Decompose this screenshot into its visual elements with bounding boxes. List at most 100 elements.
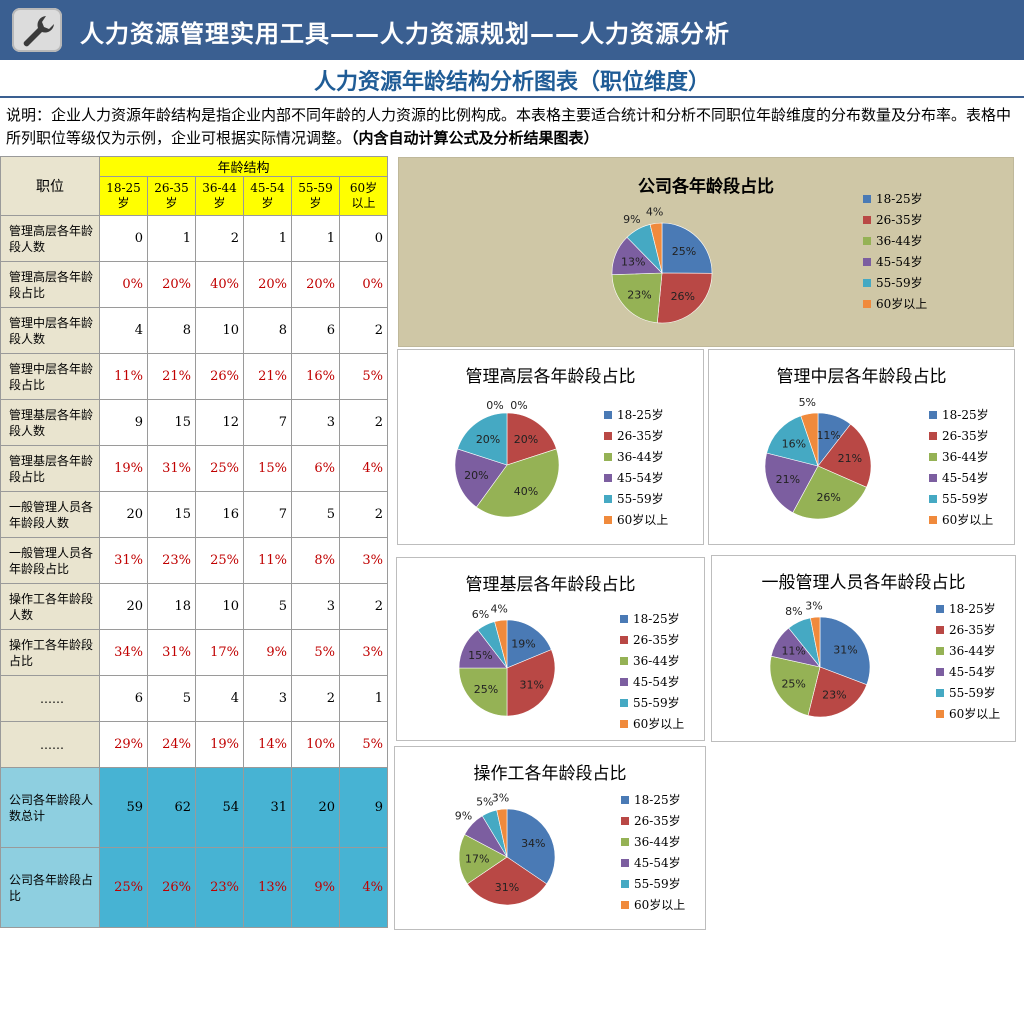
- table-cell[interactable]: 26%: [147, 847, 196, 928]
- legend-label: 26-35岁: [942, 429, 989, 443]
- table-cell[interactable]: 10: [195, 307, 244, 354]
- table-cell[interactable]: 8: [147, 307, 196, 354]
- table-cell[interactable]: 31%: [147, 445, 196, 492]
- table-cell[interactable]: 26%: [195, 353, 244, 400]
- table-cell[interactable]: 23%: [195, 847, 244, 928]
- table-cell[interactable]: 5: [147, 675, 196, 722]
- table-cell[interactable]: 18: [147, 583, 196, 630]
- table-cell[interactable]: 8%: [291, 537, 340, 584]
- table-cell[interactable]: 3%: [339, 537, 388, 584]
- table-row: 管理中层各年龄段人数 4 8 10 8 6 2: [0, 307, 388, 354]
- table-cell[interactable]: 3: [243, 675, 292, 722]
- table-cell[interactable]: 59: [99, 767, 148, 848]
- table-cell[interactable]: 24%: [147, 721, 196, 768]
- table-cell[interactable]: 10: [195, 583, 244, 630]
- table-cell[interactable]: 4%: [339, 445, 388, 492]
- table-cell[interactable]: 14%: [243, 721, 292, 768]
- table-cell[interactable]: 29%: [99, 721, 148, 768]
- legend-label: 36-44岁: [634, 835, 681, 849]
- table-cell[interactable]: 13%: [243, 847, 292, 928]
- table-row: 管理高层各年龄段占比 0% 20% 40% 20% 20% 0%: [0, 261, 388, 308]
- table-cell[interactable]: 31%: [99, 537, 148, 584]
- table-cell[interactable]: 8: [243, 307, 292, 354]
- table-cell[interactable]: 2: [339, 399, 388, 446]
- table-cell[interactable]: 12: [195, 399, 244, 446]
- table-cell[interactable]: 21%: [243, 353, 292, 400]
- table-cell[interactable]: 3: [291, 399, 340, 446]
- table-cell[interactable]: 19%: [99, 445, 148, 492]
- table-cell[interactable]: 10%: [291, 721, 340, 768]
- table-cell[interactable]: 16: [195, 491, 244, 538]
- table-cell[interactable]: 20: [99, 583, 148, 630]
- table-cell[interactable]: 2: [339, 583, 388, 630]
- table-cell[interactable]: 21%: [147, 353, 196, 400]
- table-cell[interactable]: 0%: [99, 261, 148, 308]
- table-cell[interactable]: 7: [243, 491, 292, 538]
- table-cell[interactable]: 9%: [243, 629, 292, 676]
- table-cell[interactable]: 16%: [291, 353, 340, 400]
- row-label: 管理高层各年龄段人数: [0, 215, 100, 262]
- table-cell[interactable]: 9: [99, 399, 148, 446]
- table-cell[interactable]: 0: [339, 215, 388, 262]
- table-cell[interactable]: 0%: [339, 261, 388, 308]
- table-cell[interactable]: 20%: [147, 261, 196, 308]
- table-cell[interactable]: 0: [99, 215, 148, 262]
- legend-swatch: [863, 257, 871, 266]
- table-cell[interactable]: 20%: [291, 261, 340, 308]
- table-cell[interactable]: 2: [291, 675, 340, 722]
- table-cell[interactable]: 5: [243, 583, 292, 630]
- table-cell[interactable]: 6: [99, 675, 148, 722]
- table-cell[interactable]: 5%: [339, 353, 388, 400]
- table-cell[interactable]: 4: [195, 675, 244, 722]
- table-cell[interactable]: 1: [243, 215, 292, 262]
- table-cell[interactable]: 15: [147, 491, 196, 538]
- table-cell[interactable]: 3: [291, 583, 340, 630]
- table-cell[interactable]: 54: [195, 767, 244, 848]
- chart-title: 公司各年龄段占比: [638, 177, 774, 197]
- table-cell[interactable]: 11%: [243, 537, 292, 584]
- table-row: 管理中层各年龄段占比 11% 21% 26% 21% 16% 5%: [0, 353, 388, 400]
- table-cell[interactable]: 2: [339, 491, 388, 538]
- table-cell[interactable]: 25%: [195, 445, 244, 492]
- table-cell[interactable]: 2: [339, 307, 388, 354]
- table-cell[interactable]: 4: [99, 307, 148, 354]
- table-cell[interactable]: 31%: [147, 629, 196, 676]
- age-structure-table: 职位 年龄结构 18-25 岁 26-35 岁 36-44 岁 45-54 岁 55-5…: [0, 156, 388, 928]
- table-cell[interactable]: 9: [339, 767, 388, 848]
- table-cell[interactable]: 5: [291, 491, 340, 538]
- table-cell[interactable]: 62: [147, 767, 196, 848]
- table-cell[interactable]: 9%: [291, 847, 340, 928]
- table-cell[interactable]: 23%: [147, 537, 196, 584]
- chart-legend: 18-25岁 26-35岁 36-44岁 45-54岁 55-59岁 60岁以上: [620, 608, 684, 734]
- table-cell[interactable]: 20: [99, 491, 148, 538]
- table-row: 一般管理人员各年龄段占比 31% 23% 25% 11% 8% 3%: [0, 537, 388, 584]
- table-cell[interactable]: 31: [243, 767, 292, 848]
- table-cell[interactable]: 3%: [339, 629, 388, 676]
- table-cell[interactable]: 20: [291, 767, 340, 848]
- table-cell[interactable]: 15: [147, 399, 196, 446]
- table-cell[interactable]: 7: [243, 399, 292, 446]
- table-cell[interactable]: 15%: [243, 445, 292, 492]
- table-cell[interactable]: 1: [291, 215, 340, 262]
- table-cell[interactable]: 11%: [99, 353, 148, 400]
- table-cell[interactable]: 1: [147, 215, 196, 262]
- table-cell[interactable]: 1: [339, 675, 388, 722]
- table-cell[interactable]: 6%: [291, 445, 340, 492]
- table-cell[interactable]: 5%: [291, 629, 340, 676]
- table-cell[interactable]: 19%: [195, 721, 244, 768]
- legend-swatch: [620, 635, 628, 644]
- table-cell[interactable]: 25%: [99, 847, 148, 928]
- table-cell[interactable]: 34%: [99, 629, 148, 676]
- legend-item: 45-54岁: [621, 852, 685, 873]
- table-cell[interactable]: 40%: [195, 261, 244, 308]
- table-cell[interactable]: 17%: [195, 629, 244, 676]
- table-cell[interactable]: 6: [291, 307, 340, 354]
- table-row: 一般管理人员各年龄段人数 20 15 16 7 5 2: [0, 491, 388, 538]
- table-cell[interactable]: 2: [195, 215, 244, 262]
- table-cell[interactable]: 25%: [195, 537, 244, 584]
- table-cell[interactable]: 5%: [339, 721, 388, 768]
- legend-label: 60岁以上: [634, 898, 686, 912]
- age-column-header: 18-25 岁: [99, 176, 148, 216]
- table-cell[interactable]: 20%: [243, 261, 292, 308]
- table-cell[interactable]: 4%: [339, 847, 388, 928]
